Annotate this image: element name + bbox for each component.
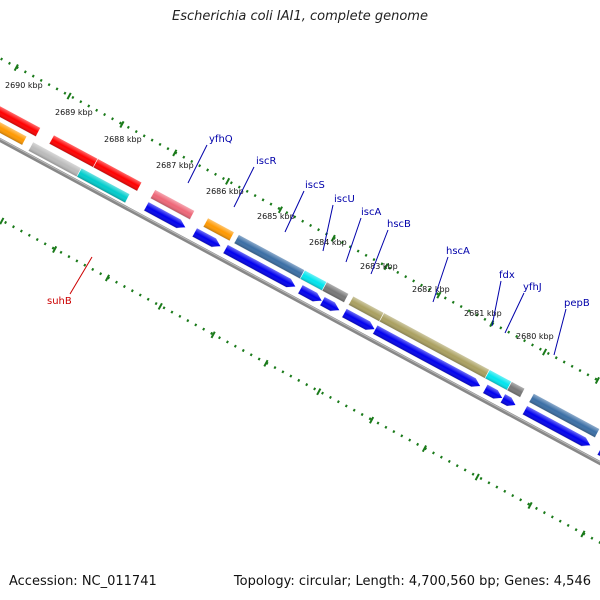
- gene-leader-hscA: [432, 256, 449, 303]
- gene-feature-shade: [76, 167, 130, 203]
- gene-leader-hscB: [370, 229, 389, 275]
- accession-text: Accession: NC_011741: [9, 574, 157, 589]
- genome-summary-text: Topology: circular; Length: 4,700,560 bp…: [233, 574, 591, 589]
- gene-label-yfhQ: yfhQ: [209, 134, 233, 145]
- scale-label: 2690 kbp: [5, 81, 43, 90]
- gene-leader-iscU: [322, 204, 334, 252]
- gene-label-iscU: iscU: [334, 194, 355, 205]
- gene-features: [0, 103, 600, 473]
- gene-leader-iscA: [345, 217, 362, 263]
- gene-leader-yfhQ: [187, 144, 208, 184]
- gene-label-hscA: hscA: [446, 246, 470, 257]
- gene-leader-fdx: [491, 280, 502, 327]
- gene-feature-shade: [150, 189, 195, 220]
- gene-feature-shade: [379, 312, 490, 379]
- gene-leader-iscS: [284, 190, 305, 233]
- gene-feature-shade: [297, 284, 323, 302]
- scale-labels: 2690 kbp 2689 kbp 2688 kbp 2687 kbp 2686 kbp…: [5, 81, 554, 341]
- gene-feature-shade: [322, 281, 349, 303]
- gene-feature-shade: [348, 296, 385, 322]
- gene-feature-shade: [522, 405, 591, 447]
- scale-label: 2685 kbp: [257, 212, 295, 221]
- scale-label: 2688 kbp: [104, 135, 142, 144]
- scale-label: 2683 kbp: [360, 262, 398, 271]
- gene-feature-shade: [49, 134, 98, 168]
- scale-label: 2681 kbp: [464, 309, 502, 318]
- gene-label-suhB: suhB: [47, 296, 72, 307]
- gene-feature-shade: [482, 384, 503, 399]
- gene-leader-pepB: [553, 308, 567, 356]
- gene-feature-shade: [319, 296, 340, 312]
- gene-feature-shade: [0, 104, 41, 137]
- backbone-line: [0, 43, 600, 522]
- gene-leader-yfhJ: [504, 292, 525, 334]
- scale-label: 2687 kbp: [156, 161, 194, 170]
- gene-feature-shade: [222, 244, 296, 288]
- gene-feature-shade: [500, 393, 516, 407]
- gene-feature-shade: [300, 270, 327, 291]
- scale-label: 2682 kbp: [412, 285, 450, 294]
- map-title: Escherichia coli IAI1, complete genome: [172, 9, 428, 24]
- gene-label-leaders: [69, 144, 567, 356]
- gene-label-yfhJ: yfhJ: [523, 282, 542, 293]
- gene-feature-shade: [484, 369, 512, 391]
- scale-label: 2680 kbp: [516, 332, 554, 341]
- gene-feature-shade: [341, 308, 376, 331]
- gene-feature-shade: [234, 234, 305, 279]
- gene-feature-shade: [192, 227, 221, 248]
- gene-label-hscB: hscB: [387, 219, 411, 230]
- gene-feature-shade: [528, 393, 600, 438]
- gene-label-iscR: iscR: [256, 156, 276, 167]
- gene-label-iscS: iscS: [305, 180, 325, 191]
- gene-feature-shade: [0, 115, 27, 146]
- gene-feature-shade: [143, 201, 186, 229]
- scale-label: 2689 kbp: [55, 108, 93, 117]
- gene-feature-shade: [28, 141, 82, 177]
- gene-feature-shade: [372, 325, 481, 387]
- scale-major-ticks: [0, 64, 600, 538]
- gene-feature-shade: [506, 381, 525, 398]
- gene-label-fdx: fdx: [499, 270, 515, 281]
- gene-label-pepB: pepB: [564, 298, 590, 309]
- gene-label-iscA: iscA: [361, 207, 381, 218]
- gene-feature-shade: [93, 158, 142, 192]
- gene-feature-shade: [203, 217, 235, 241]
- scale-label: 2686 kbp: [206, 187, 244, 196]
- scale-label: 2684 kbp: [309, 238, 347, 247]
- gene-leader-suhB: [69, 256, 93, 295]
- gene-leader-iscR: [233, 166, 255, 208]
